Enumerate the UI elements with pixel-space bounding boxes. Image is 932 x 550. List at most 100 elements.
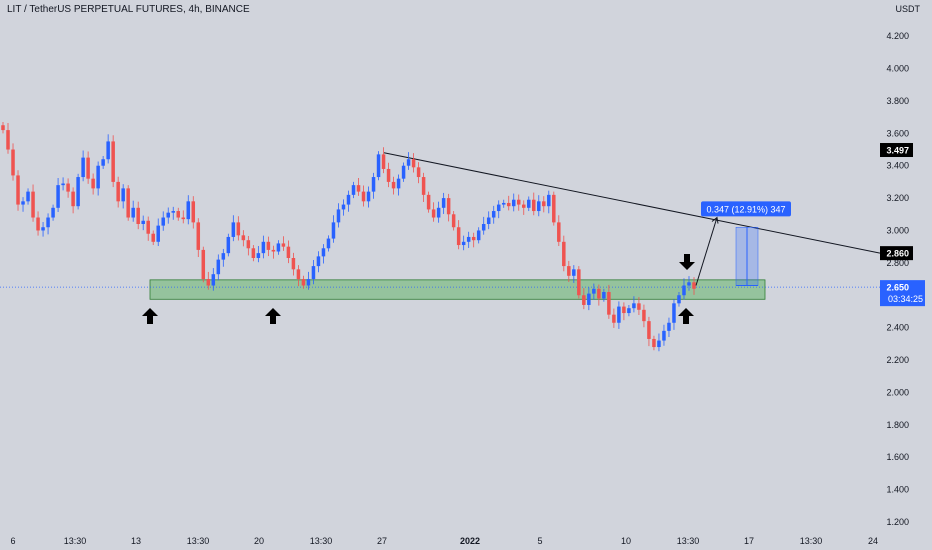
- x-tick-label: 13:30: [310, 536, 333, 546]
- up-arrow-icon: [678, 308, 694, 324]
- candle-body: [542, 201, 546, 207]
- x-tick-label: 27: [377, 536, 387, 546]
- candle-body: [396, 178, 401, 189]
- candle-body: [426, 194, 431, 210]
- candle-body: [231, 222, 236, 237]
- candle-body: [1, 125, 5, 131]
- candle-body: [366, 191, 371, 202]
- candle-body: [56, 185, 60, 208]
- candle-body: [416, 167, 421, 178]
- candle-body: [61, 183, 65, 186]
- candle-body: [527, 199, 531, 208]
- x-tick-label: 5: [537, 536, 542, 546]
- candle-body: [672, 303, 676, 323]
- candle-body: [96, 165, 100, 189]
- candle-body: [236, 222, 241, 236]
- candle-body: [331, 222, 336, 239]
- chart-title: LIT / TetherUS PERPETUAL FUTURES, 4h, BI…: [7, 4, 250, 15]
- candle-body: [126, 188, 130, 218]
- candle-body: [36, 217, 40, 231]
- candle-body: [221, 253, 226, 260]
- candle-body: [642, 309, 646, 322]
- candle-body: [171, 211, 175, 213]
- candle-body: [652, 338, 656, 348]
- candle-body: [607, 292, 611, 315]
- candle-body: [496, 204, 501, 212]
- candle-body: [336, 209, 341, 223]
- candle-body: [637, 303, 641, 310]
- down-arrow-icon: [679, 254, 695, 270]
- y-tick-label: 2.000: [886, 387, 909, 397]
- candle-body: [101, 159, 105, 166]
- candle-body: [81, 157, 85, 178]
- candle-body: [506, 202, 511, 207]
- candle-body: [131, 207, 135, 218]
- current-price-value: 2.650: [886, 283, 909, 293]
- x-tick-label: 17: [744, 536, 754, 546]
- countdown-timer: 03:34:25: [888, 294, 923, 304]
- currency-label: USDT: [895, 4, 921, 14]
- x-tick-label: 20: [254, 536, 264, 546]
- candle-body: [386, 168, 391, 182]
- candle-body: [216, 259, 221, 275]
- candle-body: [597, 288, 601, 299]
- y-tick-label: 4.000: [886, 64, 909, 74]
- candle-body: [516, 199, 521, 205]
- candle-body: [612, 314, 616, 323]
- candle-body: [86, 157, 90, 179]
- candle-body: [501, 202, 506, 205]
- candle-body: [356, 185, 361, 192]
- candle-body: [687, 282, 691, 286]
- candle-body: [271, 249, 276, 252]
- candle-body: [111, 141, 115, 182]
- candle-body: [11, 149, 15, 176]
- y-tick-label: 1.800: [886, 420, 909, 430]
- projection-arrowhead: [711, 216, 719, 224]
- measure-label-bg: [701, 201, 791, 217]
- measure-label: 0.347 (12.91%) 347: [706, 204, 785, 214]
- candle-body: [547, 194, 551, 207]
- candle-body: [341, 204, 346, 210]
- candle-body: [537, 201, 541, 212]
- candle-body: [471, 236, 476, 241]
- candle-body: [371, 177, 376, 192]
- candle-body: [567, 266, 571, 276]
- candle-body: [21, 201, 25, 205]
- candle-body: [582, 295, 586, 305]
- candle-body: [166, 212, 170, 218]
- candle-body: [491, 211, 496, 218]
- candle-body: [201, 249, 206, 280]
- price-label: 2.860: [886, 249, 909, 259]
- y-tick-label: 3.600: [886, 128, 909, 138]
- candle-body: [572, 269, 576, 276]
- candle-body: [301, 279, 306, 286]
- candle-body: [146, 220, 150, 234]
- candle-body: [627, 308, 631, 314]
- candle-body: [186, 201, 191, 220]
- candle-body: [361, 191, 366, 202]
- candle-body: [156, 225, 160, 242]
- x-tick-label: 2022: [460, 536, 480, 546]
- candle-body: [141, 220, 145, 224]
- price-label-bg: [880, 246, 913, 261]
- y-tick-label: 3.400: [886, 161, 909, 171]
- x-tick-label: 13:30: [187, 536, 210, 546]
- y-tick-label: 1.600: [886, 452, 909, 462]
- candle-body: [456, 227, 461, 246]
- candles-group: [1, 122, 696, 352]
- candle-body: [51, 207, 55, 218]
- candle-body: [106, 141, 110, 160]
- resistance-trendline: [383, 152, 881, 254]
- candle-body: [321, 248, 326, 257]
- candle-body: [41, 227, 45, 231]
- support-zone: [149, 279, 766, 300]
- candle-body: [66, 183, 70, 192]
- candle-body: [391, 181, 396, 189]
- y-tick-label: 3.800: [886, 96, 909, 106]
- candle-body: [381, 154, 386, 169]
- candle-body: [401, 165, 406, 179]
- candle-body: [16, 175, 20, 205]
- candle-body: [206, 279, 211, 286]
- candle-body: [441, 198, 446, 208]
